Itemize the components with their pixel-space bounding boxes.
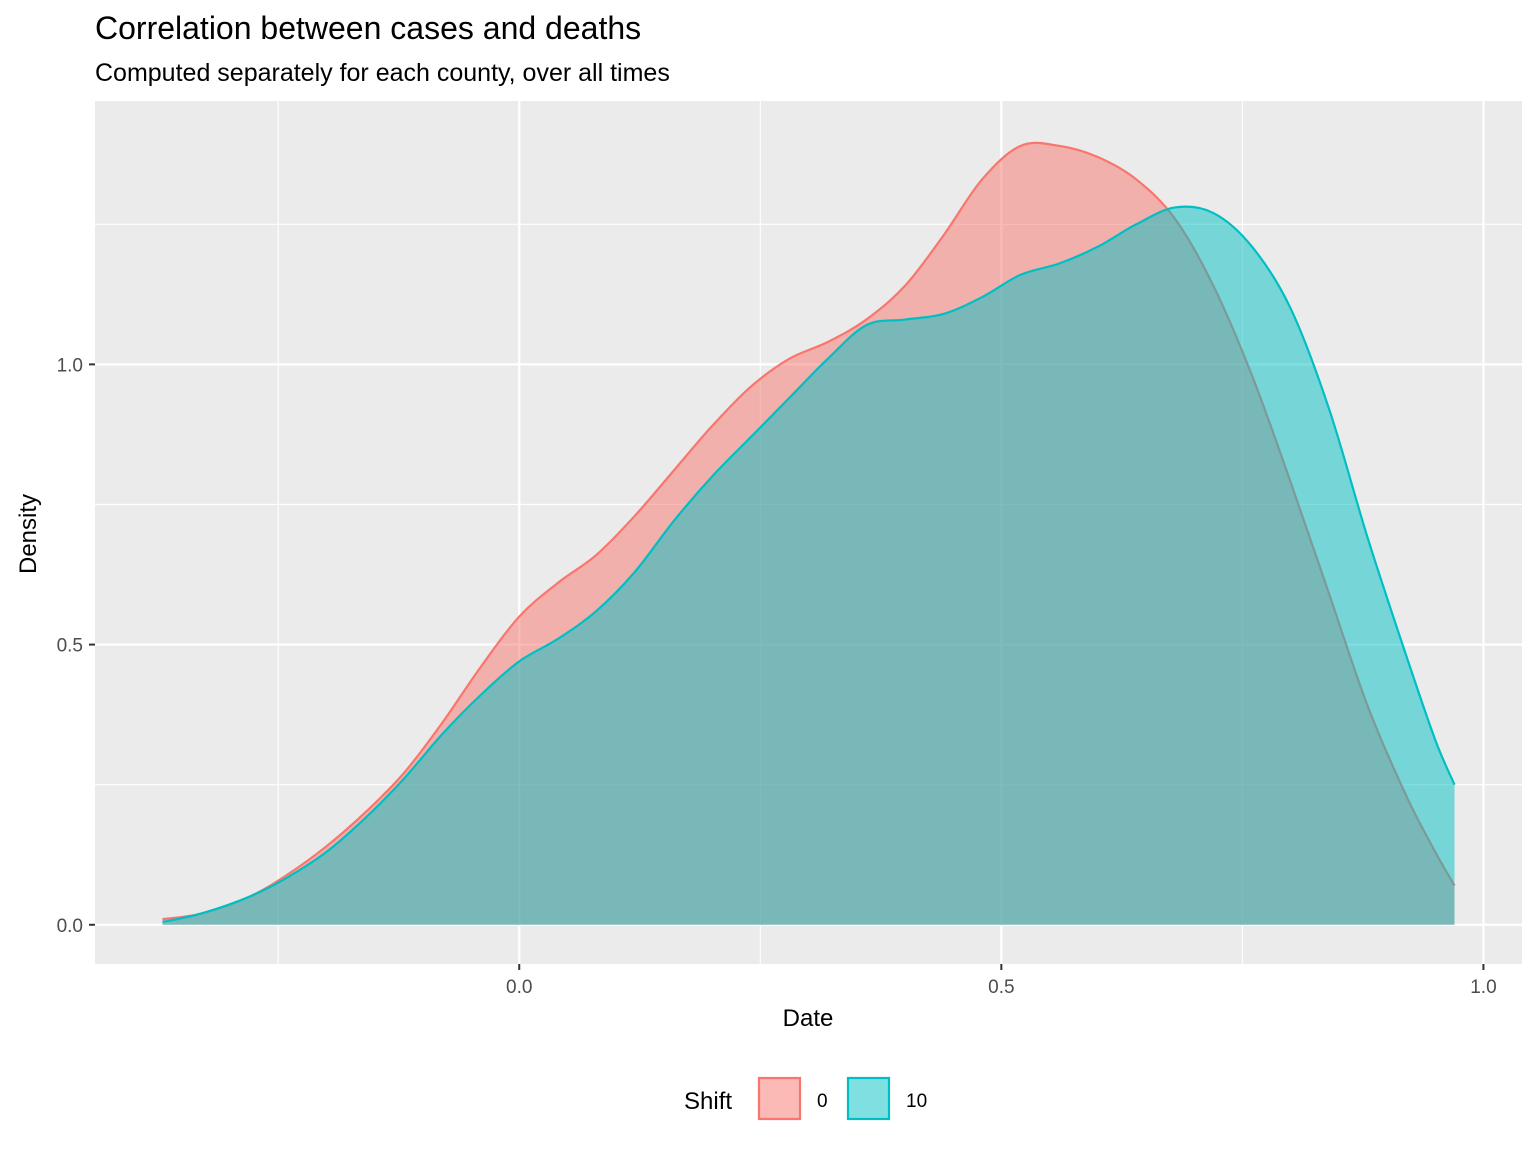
legend-item-2: 10 <box>846 1076 927 1121</box>
legend-swatch <box>757 1076 802 1121</box>
y-tick-label: 1.0 <box>57 355 83 376</box>
legend-label: 0 <box>817 1091 828 1112</box>
chart-subtitle: Computed separately for each county, ove… <box>95 59 670 87</box>
legend-items: 0 10 <box>757 1076 927 1121</box>
legend-label: 10 <box>906 1091 927 1112</box>
legend-item-1: 0 <box>757 1076 828 1121</box>
x-tick-label: 0.0 <box>506 977 532 998</box>
x-axis: 0.0 0.5 1.0 <box>506 964 1497 998</box>
density-line-2 <box>162 205 1456 924</box>
density-area-2 <box>162 206 1455 925</box>
y-axis-title: Density <box>15 494 42 574</box>
x-tick-label: 1.0 <box>1470 977 1496 998</box>
y-axis: 0.0 0.5 1.0 <box>57 355 95 937</box>
density-series-2 <box>162 205 1456 925</box>
legend-title: Shift <box>684 1088 732 1115</box>
y-tick-label: 0.5 <box>57 636 83 657</box>
legend: Shift 0 10 <box>684 1076 927 1121</box>
x-tick-label: 0.5 <box>988 977 1014 998</box>
series-layer <box>162 141 1456 925</box>
chart-title: Correlation between cases and deaths <box>95 10 641 46</box>
y-tick-label: 0.0 <box>57 916 83 937</box>
legend-swatch <box>846 1076 891 1121</box>
x-axis-title: Date <box>783 1005 834 1032</box>
